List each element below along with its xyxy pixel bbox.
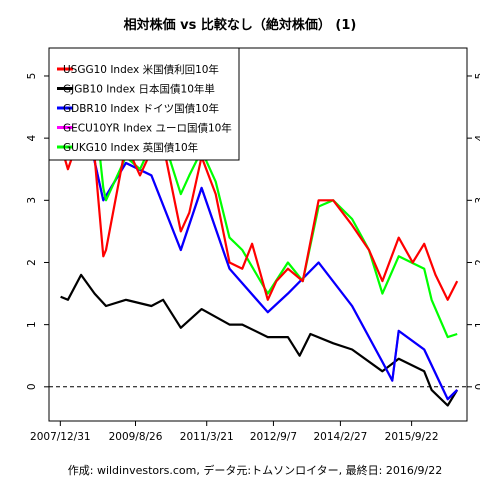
y-tick-label-left: 5 <box>26 73 38 80</box>
x-tick-label: 2012/9/7 <box>250 431 297 443</box>
y-tick-label-right: 3 <box>474 197 480 204</box>
series-line-4 <box>59 68 458 339</box>
y-tick-label-left: 1 <box>26 321 38 328</box>
x-tick-label: 2009/8/26 <box>109 431 163 443</box>
x-tick-label: 2014/2/27 <box>313 431 367 443</box>
series-line-0 <box>59 130 459 301</box>
x-tick-label: 2007/12/31 <box>30 431 91 443</box>
x-tick-label: 2011/3/21 <box>180 431 234 443</box>
legend: USGG10 Index 米国債利回10年 GJGB10 Index 日本国債10… <box>48 47 240 161</box>
y-tick-label-right: 4 <box>474 134 480 141</box>
y-tick-label-right: 1 <box>474 321 480 328</box>
y-axis-left: 0 1 2 3 4 5 <box>26 73 49 390</box>
plot-lines <box>49 68 467 407</box>
y-tick-label-right: 0 <box>474 383 480 390</box>
plot-frame <box>48 47 468 422</box>
y-tick-label-left: 2 <box>26 259 38 266</box>
series-line-1 <box>60 273 459 407</box>
y-tick-label-right: 2 <box>474 259 480 266</box>
y-tick-label-left: 0 <box>26 383 38 390</box>
chart-caption: 作成: wildinvestors.com, データ元:トムソンロイター, 最終… <box>68 463 442 477</box>
legend-label: GUKG10 Index 英国債10年 <box>63 141 198 154</box>
x-axis: 2007/12/31 2009/8/26 2011/3/21 2012/9/7 2014… <box>30 421 439 443</box>
legend-label: GDBR10 Index ドイツ国債10年 <box>63 102 219 115</box>
y-tick-label-left: 4 <box>26 134 38 141</box>
y-tick-label-left: 3 <box>26 197 38 204</box>
y-tick-label-right: 5 <box>474 73 480 80</box>
y-axis-right: 0 1 2 3 4 5 <box>467 73 480 390</box>
chart-title: 相対株価 vs 比較なし（絶対株価） (1) <box>124 17 357 33</box>
legend-box <box>48 47 240 161</box>
x-tick-label: 2015/9/22 <box>385 431 439 443</box>
legend-label: GJGB10 Index 日本国債10年単 <box>63 83 215 96</box>
legend-label: GECU10YR Index ユーロ国債10年 <box>63 122 232 135</box>
legend-label: USGG10 Index 米国債利回10年 <box>63 63 219 76</box>
